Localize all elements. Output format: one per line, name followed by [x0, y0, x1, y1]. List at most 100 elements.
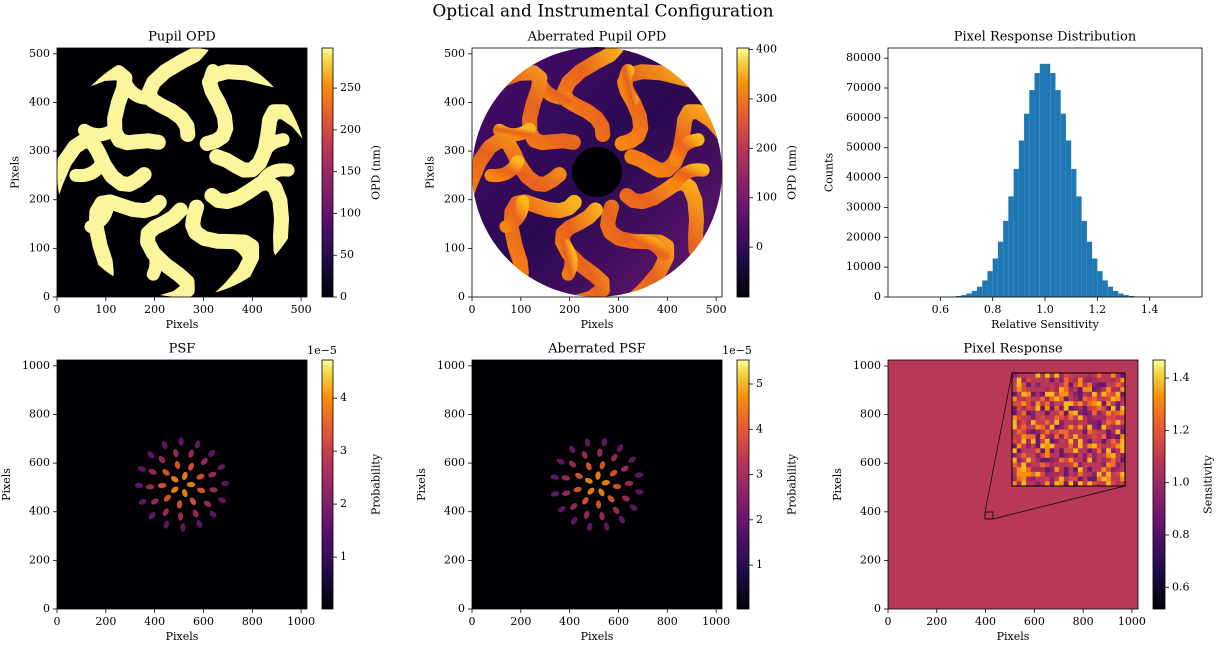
inset-pixel [1016, 382, 1022, 388]
inset-pixel [1077, 462, 1083, 468]
inset-pixel [1012, 462, 1018, 468]
pupil-branch [203, 63, 224, 107]
inset-pixel [1059, 377, 1065, 383]
inset-pixel [1096, 462, 1102, 468]
inset-pixel [1115, 424, 1121, 430]
x-tick-label: 0.8 [984, 303, 1002, 316]
inset-pixel [1101, 434, 1107, 440]
y-tick-label: 1000 [853, 359, 881, 372]
inset-pixel [1120, 453, 1126, 459]
inset-pixel [1035, 396, 1041, 402]
inset-pixel [1054, 382, 1060, 388]
inset-pixel [1068, 453, 1074, 459]
colorbar-tick-label: 1.0 [1172, 476, 1190, 489]
inset-pixel [1068, 471, 1074, 477]
inset-pixel [1115, 467, 1121, 473]
inset-pixel [1016, 396, 1022, 402]
inset-pixel [1035, 448, 1041, 454]
inset-pixel [1101, 448, 1107, 454]
inset-pixel [1021, 410, 1027, 416]
inset-pixel [1073, 391, 1079, 397]
psf-speckle [147, 451, 155, 459]
inset-pixel [1040, 443, 1046, 449]
inset-pixel [1073, 429, 1079, 435]
inset-pixel [1049, 467, 1055, 473]
inset-pixel [1073, 420, 1079, 426]
colorbar-tick-label: 0.6 [1172, 580, 1190, 593]
psf-speckle [570, 503, 578, 510]
inset-pixel [1044, 387, 1050, 393]
inset-pixel [1021, 462, 1027, 468]
inset-pixel [1068, 387, 1074, 393]
psf-speckle [170, 475, 179, 483]
inset-pixel [1059, 387, 1065, 393]
psf-speckle [209, 487, 218, 493]
inset-pixel [1044, 434, 1050, 440]
inset-pixel [1110, 387, 1116, 393]
psf-speckle [163, 520, 170, 529]
inset-pixel [1026, 457, 1032, 463]
pupil-branch [69, 155, 110, 183]
inset-pixel [1049, 382, 1055, 388]
inset-pixel [1016, 434, 1022, 440]
inset-pixel [1087, 476, 1093, 482]
x-tick-label: 0 [54, 303, 61, 316]
colorbar-offset: 1e−5 [722, 344, 752, 357]
inset-pixel [1030, 420, 1036, 426]
inset-pixel [1021, 434, 1027, 440]
inset-pixel [1012, 391, 1018, 397]
inset-pixel [1021, 443, 1027, 449]
inset-pixel [1016, 438, 1022, 444]
inset-pixel [1106, 453, 1112, 459]
psf-speckle [192, 509, 199, 518]
inset-pixel [1030, 410, 1036, 416]
inset-pixel [1030, 382, 1036, 388]
psf-speckle [181, 488, 188, 498]
inset-pixel [1049, 443, 1055, 449]
inset-pixel [1110, 410, 1116, 416]
inset-pixel [1106, 410, 1112, 416]
pupil-branch [618, 63, 639, 107]
psf-speckle [599, 461, 606, 470]
inset-pixel [1012, 415, 1018, 421]
pupil-branch [669, 163, 710, 190]
inset-pixel [1068, 462, 1074, 468]
inset-pixel [1082, 434, 1088, 440]
y-tick-label: 400 [444, 505, 465, 518]
inset-pixel [1101, 424, 1107, 430]
inset-pixel [1068, 438, 1074, 444]
inset-pixel [1030, 396, 1036, 402]
inset-pixel [1106, 415, 1112, 421]
psf-speckle [629, 504, 638, 511]
inset-pixel [1101, 420, 1107, 426]
inset-pixel [1120, 424, 1126, 430]
inset-pixel [1049, 405, 1055, 411]
psf-speckle [612, 483, 622, 490]
inset-pixel [1012, 387, 1018, 393]
colorbar-tick-label: 250 [340, 81, 361, 94]
inset-pixel [1101, 377, 1107, 383]
inset-pixel [1073, 424, 1079, 430]
y-tick-label: 400 [444, 95, 465, 108]
inset-pixel [1059, 405, 1065, 411]
histogram-bar [1013, 168, 1019, 297]
inset-pixel [1049, 415, 1055, 421]
inset-pixel [1073, 467, 1079, 473]
inset-pixel [1054, 410, 1060, 416]
inset-pixel [1026, 471, 1032, 477]
inset-pixel [1092, 481, 1098, 487]
psf-speckle [587, 487, 595, 495]
inset-pixel [1092, 471, 1098, 477]
inset-pixel [1035, 391, 1041, 397]
inset-pixel [1040, 401, 1046, 407]
inset-pixel [1096, 401, 1102, 407]
inset-pixel [1106, 481, 1112, 487]
inset-pixel [1054, 462, 1060, 468]
inset-pixel [1054, 453, 1060, 459]
histogram-bar [1086, 241, 1093, 297]
inset-pixel [1110, 373, 1116, 379]
inset-pixel [1110, 476, 1116, 482]
pupil-segments [57, 47, 307, 297]
inset-pixel [1120, 391, 1126, 397]
